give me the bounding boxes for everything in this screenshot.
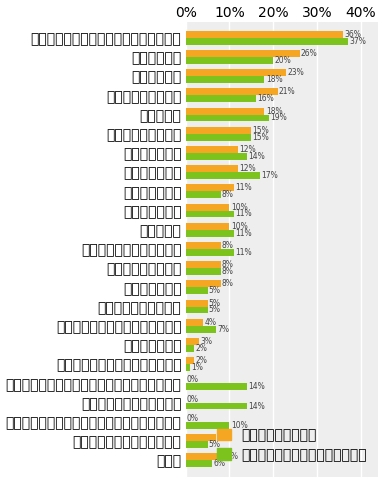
- Text: 23%: 23%: [288, 68, 305, 77]
- Text: 4%: 4%: [204, 318, 217, 327]
- Text: 9%: 9%: [226, 452, 238, 461]
- Text: 14%: 14%: [248, 383, 265, 391]
- Text: 14%: 14%: [248, 401, 265, 411]
- Bar: [185, 345, 194, 352]
- Bar: [185, 153, 247, 160]
- Text: 26%: 26%: [301, 49, 318, 58]
- Text: 5%: 5%: [209, 440, 221, 449]
- Bar: [185, 268, 221, 275]
- Bar: [185, 384, 247, 390]
- Text: 15%: 15%: [253, 133, 270, 142]
- Bar: [185, 326, 216, 333]
- Bar: [185, 249, 234, 256]
- Bar: [185, 88, 278, 95]
- Bar: [185, 402, 247, 410]
- Text: 5%: 5%: [209, 305, 221, 314]
- Bar: [185, 364, 190, 371]
- Bar: [185, 299, 207, 307]
- Text: 16%: 16%: [257, 94, 274, 103]
- Bar: [185, 211, 234, 217]
- Text: 5%: 5%: [209, 286, 221, 295]
- Text: 17%: 17%: [262, 171, 278, 180]
- Bar: [185, 108, 265, 114]
- Text: 11%: 11%: [235, 184, 252, 192]
- Bar: [185, 230, 234, 237]
- Text: 2%: 2%: [196, 356, 208, 365]
- Text: 37%: 37%: [349, 37, 366, 46]
- Bar: [185, 31, 343, 38]
- Text: 20%: 20%: [275, 56, 291, 65]
- Text: 12%: 12%: [240, 145, 256, 154]
- Bar: [185, 434, 216, 441]
- Text: 2%: 2%: [196, 344, 208, 353]
- Bar: [185, 357, 194, 364]
- Bar: [185, 242, 221, 249]
- Text: 5%: 5%: [209, 298, 221, 308]
- Text: 19%: 19%: [270, 114, 287, 123]
- Text: 8%: 8%: [222, 190, 234, 199]
- Bar: [185, 287, 207, 294]
- Bar: [185, 460, 212, 467]
- Text: 11%: 11%: [235, 210, 252, 218]
- Text: 8%: 8%: [222, 260, 234, 269]
- Text: 10%: 10%: [231, 202, 248, 212]
- Text: 7%: 7%: [218, 433, 230, 442]
- Text: 10%: 10%: [231, 421, 248, 430]
- Bar: [185, 95, 256, 102]
- Legend: 出勤のみ／出勤多め, テレワークのみ／テレワーク多め: 出勤のみ／出勤多め, テレワークのみ／テレワーク多め: [212, 424, 371, 466]
- Bar: [185, 57, 273, 64]
- Bar: [185, 261, 221, 268]
- Bar: [185, 319, 203, 326]
- Text: 12%: 12%: [240, 164, 256, 173]
- Text: 3%: 3%: [200, 337, 212, 346]
- Text: 11%: 11%: [235, 228, 252, 238]
- Text: 18%: 18%: [266, 107, 282, 115]
- Bar: [185, 307, 207, 313]
- Bar: [185, 127, 252, 134]
- Bar: [185, 191, 221, 198]
- Bar: [185, 69, 286, 76]
- Text: 15%: 15%: [253, 126, 270, 135]
- Bar: [185, 114, 269, 121]
- Text: 0%: 0%: [187, 375, 199, 384]
- Text: 14%: 14%: [248, 152, 265, 161]
- Text: 7%: 7%: [218, 325, 230, 334]
- Bar: [185, 223, 229, 230]
- Bar: [185, 185, 234, 191]
- Text: 8%: 8%: [222, 279, 234, 288]
- Text: 8%: 8%: [222, 267, 234, 276]
- Bar: [185, 422, 229, 429]
- Bar: [185, 165, 238, 172]
- Bar: [185, 204, 229, 211]
- Text: 21%: 21%: [279, 87, 296, 96]
- Text: 1%: 1%: [191, 363, 203, 372]
- Bar: [185, 76, 265, 83]
- Bar: [185, 441, 207, 448]
- Text: 0%: 0%: [187, 414, 199, 423]
- Bar: [185, 50, 300, 57]
- Bar: [185, 172, 260, 179]
- Text: 8%: 8%: [222, 241, 234, 250]
- Text: 11%: 11%: [235, 248, 252, 257]
- Text: 0%: 0%: [187, 395, 199, 404]
- Bar: [185, 453, 225, 460]
- Bar: [185, 338, 199, 345]
- Bar: [185, 134, 252, 141]
- Text: 36%: 36%: [345, 30, 362, 39]
- Text: 18%: 18%: [266, 75, 282, 84]
- Text: 6%: 6%: [213, 459, 225, 468]
- Bar: [185, 146, 238, 153]
- Bar: [185, 38, 348, 44]
- Bar: [185, 281, 221, 287]
- Text: 10%: 10%: [231, 222, 248, 231]
